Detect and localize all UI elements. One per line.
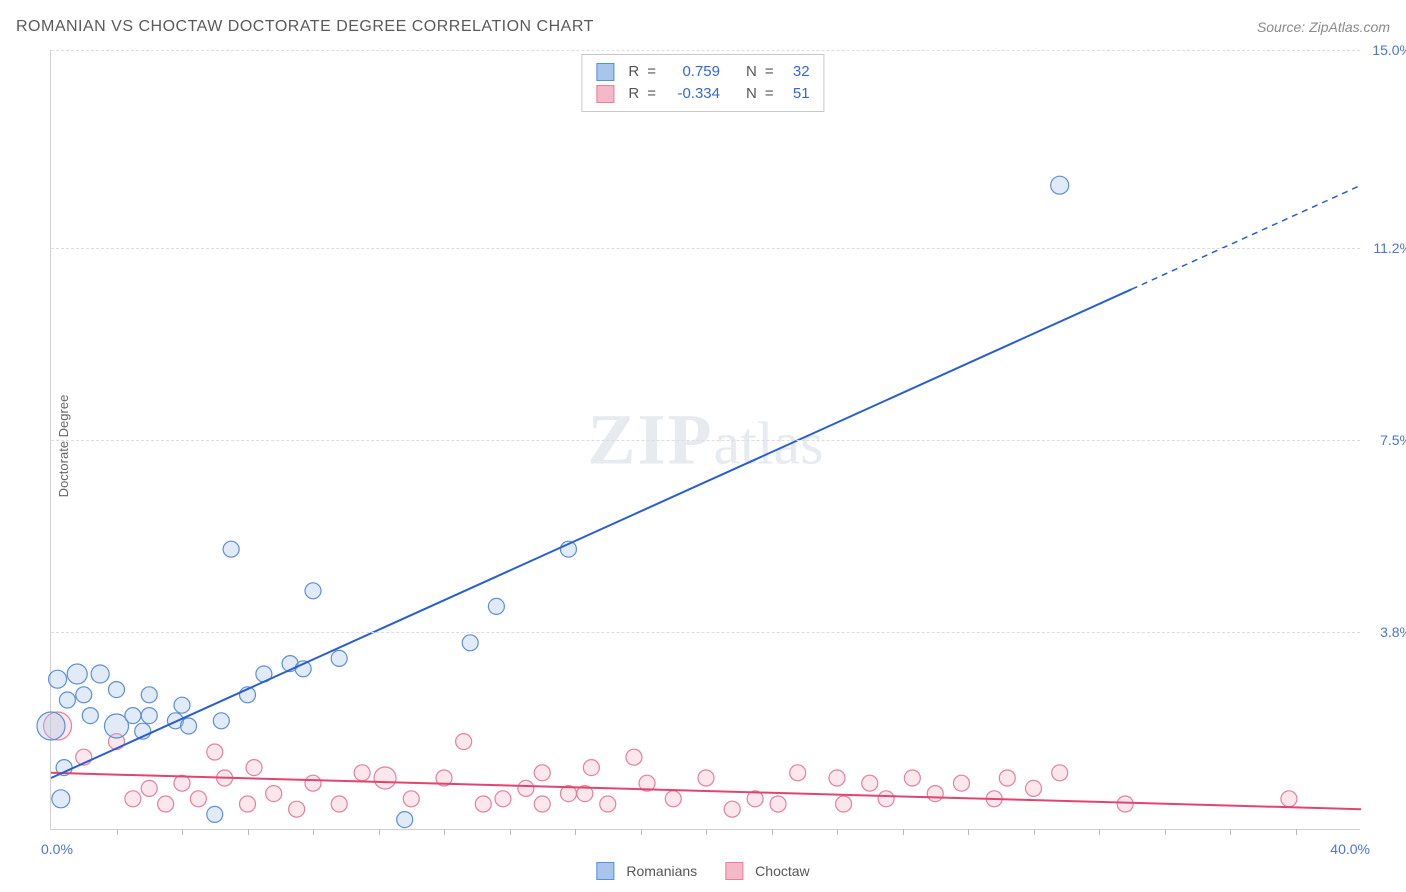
x-tick xyxy=(968,829,969,835)
x-tick xyxy=(444,829,445,835)
x-tick xyxy=(313,829,314,835)
y-tick-label: 15.0% xyxy=(1372,42,1406,58)
legend-label-choctaw: Choctaw xyxy=(755,863,809,879)
x-tick xyxy=(706,829,707,835)
x-tick xyxy=(510,829,511,835)
series-legend: Romanians Choctaw xyxy=(596,862,809,880)
y-tick-label: 7.5% xyxy=(1380,432,1406,448)
legend-swatch-choctaw xyxy=(725,862,743,880)
stat-R-choctaw: -0.334 xyxy=(664,83,720,105)
x-tick xyxy=(1099,829,1100,835)
stat-eq: = xyxy=(647,61,656,83)
swatch-choctaw xyxy=(596,85,614,103)
legend-swatch-romanians xyxy=(596,862,614,880)
legend-item-romanians: Romanians xyxy=(596,862,697,880)
stat-eq2: = xyxy=(765,61,774,83)
x-tick xyxy=(1034,829,1035,835)
source-prefix: Source: xyxy=(1257,19,1309,35)
chart-plot-area: ZIPatlas 0.0% 40.0% 3.8%7.5%11.2%15.0% xyxy=(50,50,1360,830)
x-tick xyxy=(772,829,773,835)
gridline-h xyxy=(51,440,1360,441)
x-axis-max-label: 40.0% xyxy=(1330,841,1370,857)
x-axis-min-label: 0.0% xyxy=(41,841,73,857)
x-tick xyxy=(575,829,576,835)
gridline-h xyxy=(51,50,1360,51)
gridline-h xyxy=(51,632,1360,633)
stat-R-label2: R xyxy=(628,83,639,105)
y-tick-label: 3.8% xyxy=(1380,624,1406,640)
stat-N-label: N xyxy=(746,61,757,83)
x-tick xyxy=(117,829,118,835)
x-tick xyxy=(1230,829,1231,835)
legend-label-romanians: Romanians xyxy=(626,863,697,879)
stat-N-choctaw: 51 xyxy=(782,83,810,105)
stat-N-romanians: 32 xyxy=(782,61,810,83)
stat-N-label2: N xyxy=(746,83,757,105)
x-tick xyxy=(1165,829,1166,835)
gridline-h xyxy=(51,248,1360,249)
stat-eq3: = xyxy=(647,83,656,105)
chart-header: ROMANIAN VS CHOCTAW DOCTORATE DEGREE COR… xyxy=(16,18,1390,36)
correlation-stats-box: R = 0.759 N = 32 R = -0.334 N = 51 xyxy=(581,54,824,112)
legend-item-choctaw: Choctaw xyxy=(725,862,809,880)
stats-row-choctaw: R = -0.334 N = 51 xyxy=(596,83,809,105)
source-name: ZipAtlas.com xyxy=(1309,19,1390,35)
stat-eq4: = xyxy=(765,83,774,105)
stat-R-romanians: 0.759 xyxy=(664,61,720,83)
x-tick xyxy=(837,829,838,835)
source-attribution: Source: ZipAtlas.com xyxy=(1257,19,1390,35)
stat-R-label: R xyxy=(628,61,639,83)
x-tick xyxy=(379,829,380,835)
x-tick xyxy=(641,829,642,835)
chart-title: ROMANIAN VS CHOCTAW DOCTORATE DEGREE COR… xyxy=(16,18,594,36)
x-tick xyxy=(903,829,904,835)
x-tick xyxy=(182,829,183,835)
x-tick xyxy=(248,829,249,835)
stats-row-romanians: R = 0.759 N = 32 xyxy=(596,61,809,83)
swatch-romanians xyxy=(596,63,614,81)
x-tick xyxy=(1296,829,1297,835)
y-tick-label: 11.2% xyxy=(1373,240,1406,256)
